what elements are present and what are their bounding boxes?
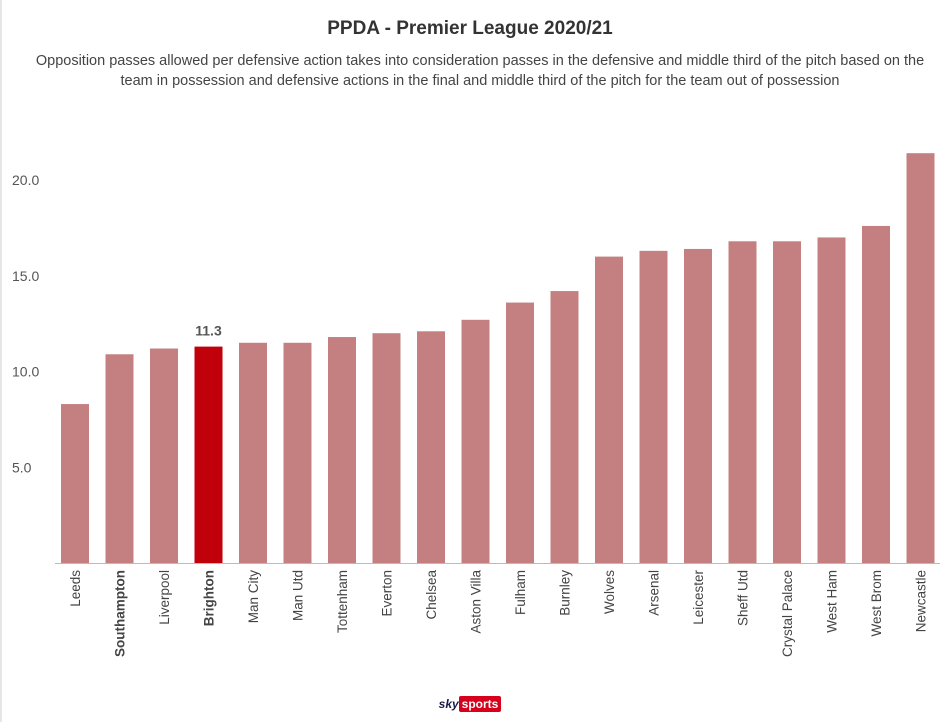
x-tick-label: Aston Villa	[469, 570, 484, 634]
sky-sports-logo: sky sports	[0, 696, 940, 712]
bar	[639, 250, 668, 564]
bar	[328, 337, 356, 563]
y-tick-label: 10.0	[12, 364, 39, 380]
bar	[417, 331, 445, 563]
bar	[150, 348, 178, 563]
bar	[906, 153, 935, 563]
x-tick-label: West Brom	[869, 570, 884, 637]
x-tick-label: Liverpool	[157, 570, 172, 625]
chart-subtitle: Opposition passes allowed per defensive …	[35, 53, 925, 89]
sky-wordmark: sky	[438, 697, 459, 711]
bar	[61, 404, 89, 563]
bar	[862, 225, 890, 563]
bar	[283, 342, 312, 563]
bar	[105, 354, 134, 563]
x-tick-label: Burnley	[558, 570, 573, 616]
window-edge	[0, 0, 2, 722]
sports-wordmark: sports	[458, 696, 502, 712]
x-tick-label: Man City	[246, 570, 261, 624]
bar	[506, 302, 534, 563]
x-tick-label: Arsenal	[647, 570, 662, 616]
x-tick-label: Southampton	[113, 570, 128, 657]
x-tick-label: Sheff Utd	[736, 570, 751, 626]
x-tick-label: Crystal Palace	[780, 570, 795, 657]
bar	[239, 342, 267, 563]
bar	[372, 333, 401, 563]
bar	[595, 256, 623, 563]
x-tick-label: Brighton	[202, 570, 217, 626]
x-tick-label: Wolves	[602, 570, 617, 614]
x-tick-label: Man Utd	[291, 570, 306, 621]
bar	[773, 241, 801, 563]
x-tick-label: Fulham	[513, 570, 528, 615]
bar	[728, 241, 757, 563]
bar	[550, 291, 579, 563]
y-tick-label: 5.0	[12, 459, 32, 475]
bar	[461, 319, 490, 563]
x-tick-label: Tottenham	[335, 570, 350, 633]
x-tick-label: Leicester	[691, 569, 706, 624]
x-tick-label: Leeds	[68, 570, 83, 607]
bar-highlight	[194, 346, 223, 563]
y-tick-label: 15.0	[12, 268, 39, 284]
x-tick-label: Chelsea	[424, 570, 439, 620]
bar	[684, 248, 712, 563]
chart-title: PPDA - Premier League 2020/21	[327, 18, 613, 39]
data-label: 11.3	[195, 323, 222, 339]
x-tick-label: Newcastle	[914, 570, 929, 632]
bar	[817, 237, 846, 563]
y-tick-label: 20.0	[12, 172, 39, 188]
x-tick-label: West Ham	[825, 570, 840, 633]
x-tick-label: Everton	[380, 570, 395, 617]
